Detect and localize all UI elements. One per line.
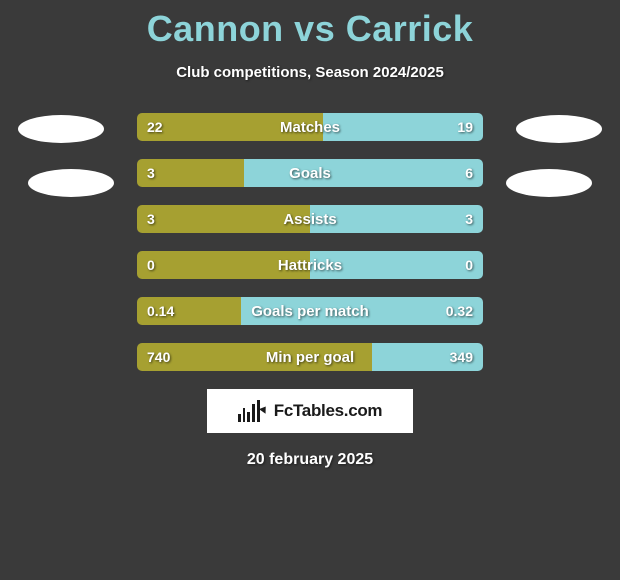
bar-row: Goals per match0.140.32: [137, 297, 483, 325]
bar-segment-right: [241, 297, 483, 325]
bar-segment-right: [310, 205, 483, 233]
bar-chart-icon: [238, 400, 260, 422]
bar-row: Assists33: [137, 205, 483, 233]
bar-segment-right: [323, 113, 483, 141]
bar-segment-left: [137, 205, 310, 233]
page-title: Cannon vs Carrick: [0, 0, 620, 50]
bar-segment-right: [372, 343, 483, 371]
date-label: 20 february 2025: [0, 451, 620, 469]
subtitle: Club competitions, Season 2024/2025: [0, 64, 620, 81]
avatar-right-1: [516, 115, 602, 143]
bar-segment-left: [137, 297, 241, 325]
logo-text: FcTables.com: [274, 401, 383, 421]
avatar-right-2: [506, 169, 592, 197]
bar-row: Hattricks00: [137, 251, 483, 279]
arrow-icon: [259, 404, 269, 414]
comparison-chart: Matches2219 Goals36 Assists33 Hattricks00 Go…: [0, 113, 620, 371]
avatar-left-1: [18, 115, 104, 143]
logo: FcTables.com: [207, 389, 413, 433]
bar-row: Min per goal740349: [137, 343, 483, 371]
bar-segment-left: [137, 343, 372, 371]
bar-segment-left: [137, 251, 310, 279]
bar-segment-left: [137, 159, 244, 187]
bar-segment-right: [310, 251, 483, 279]
bars-container: Matches2219 Goals36 Assists33 Hattricks00 Go…: [137, 113, 483, 371]
bar-row: Matches2219: [137, 113, 483, 141]
bar-row: Goals36: [137, 159, 483, 187]
bar-segment-left: [137, 113, 323, 141]
avatar-left-2: [28, 169, 114, 197]
bar-segment-right: [244, 159, 483, 187]
